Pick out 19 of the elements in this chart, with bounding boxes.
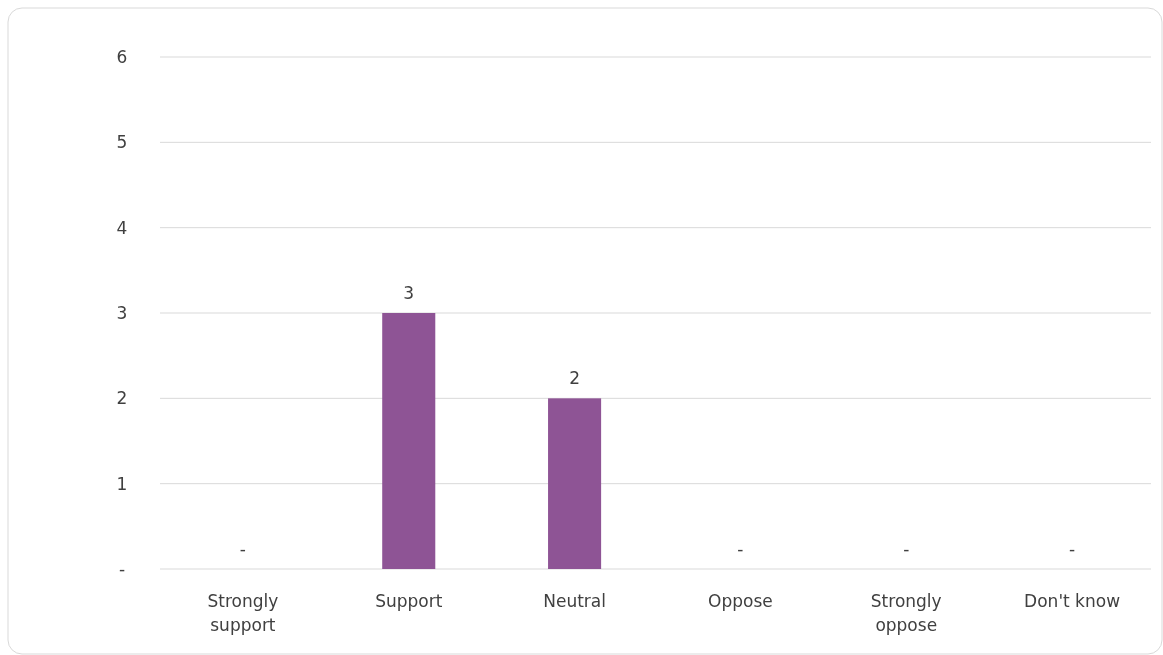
x-tick-label: Don't know: [1024, 591, 1121, 611]
x-tick-label: Oppose: [708, 591, 773, 611]
x-tick-label: Neutral: [543, 591, 606, 611]
y-tick-label: 1: [116, 473, 128, 494]
data-label: -: [903, 539, 910, 559]
y-tick-label: 2: [116, 388, 128, 409]
y-tick-label: 4: [116, 217, 128, 238]
y-tick-label: 5: [116, 132, 128, 153]
y-tick-label: 6: [116, 46, 128, 67]
data-label: 3: [403, 283, 415, 303]
data-label: -: [1069, 539, 1076, 559]
x-tick-label: Strongly support: [207, 591, 279, 635]
y-tick-label: -: [118, 558, 126, 579]
x-tick-label: Strongly oppose: [870, 591, 942, 635]
y-tick-label: 3: [116, 302, 128, 323]
x-tick-label: Support: [375, 591, 443, 611]
data-label: -: [737, 539, 744, 559]
data-label: 2: [569, 368, 580, 389]
data-label: -: [239, 539, 246, 559]
